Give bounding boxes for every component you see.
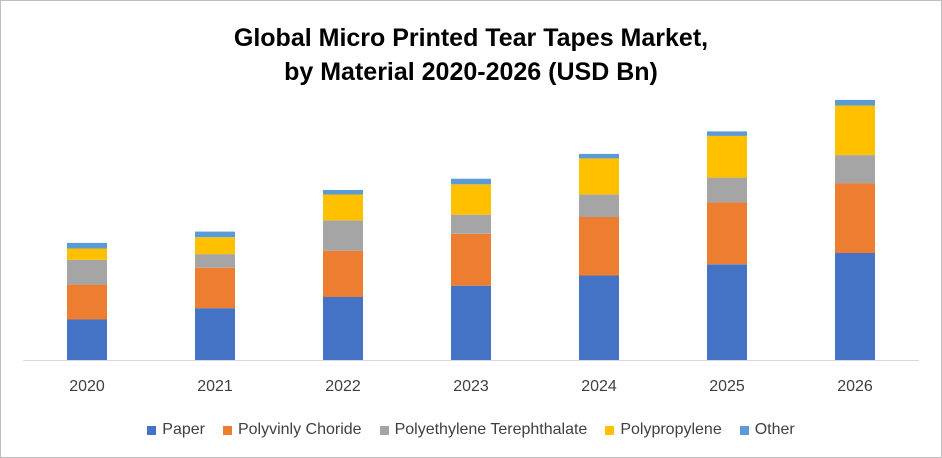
bar-segment-2023-paper (451, 285, 491, 360)
bar-segment-2023-polypropylene (451, 184, 491, 215)
bar-segment-2024-polypropylene (579, 158, 619, 195)
legend-swatch (379, 425, 389, 435)
bar-segment-2025-other (707, 131, 747, 136)
bar-segment-2022-polypropylene (323, 194, 363, 221)
bar-segment-2026-polypropylene (835, 105, 875, 155)
bar-segment-2020-other (67, 242, 107, 249)
legend-label: Polyethylene Terephthalate (394, 421, 588, 438)
bar-segment-2025-polypropylene (707, 135, 747, 178)
bar-segment-2022-polyethylene-terephthalate (323, 220, 363, 251)
legend-swatch (147, 425, 157, 435)
bar-segment-2020-polyvinly-choride (67, 284, 107, 320)
bar-segment-2024-polyvinly-choride (579, 217, 619, 276)
chart-title-line-2: by Material 2020-2026 (USD Bn) (284, 58, 658, 86)
bar-segment-2023-polyethylene-terephthalate (451, 214, 491, 234)
x-tick-label-2020: 2020 (69, 378, 105, 395)
bar-segment-2022-polyvinly-choride (323, 250, 363, 297)
bar-segment-2020-polypropylene (67, 248, 107, 260)
legend-item-polyvinly-choride: Polyvinly Choride (222, 421, 362, 439)
bar-segment-2021-polyvinly-choride (195, 267, 235, 309)
x-tick-label-2025: 2025 (709, 378, 745, 395)
bar-segment-2023-other (451, 178, 491, 185)
x-tick-label-2021: 2021 (197, 378, 233, 395)
bar-segment-2026-polyvinly-choride (835, 183, 875, 253)
legend-label: Polypropylene (620, 421, 722, 438)
chart-title-line-1: Global Micro Printed Tear Tapes Market, (233, 24, 709, 52)
bar-segment-2022-other (323, 190, 363, 195)
bar-segment-2021-polypropylene (195, 237, 235, 255)
bar-segment-2026-paper (835, 253, 875, 360)
bar-segment-2022-paper (323, 296, 363, 360)
legend-label: Other (754, 421, 795, 438)
bar-segment-2020-polyethylene-terephthalate (67, 259, 107, 285)
chart-legend: Paper Polyvinly Choride Polyethylene Terep… (1, 421, 941, 439)
bar-segment-2026-polyethylene-terephthalate (835, 155, 875, 184)
bar-segment-2021-polyethylene-terephthalate (195, 254, 235, 268)
x-tick-label-2022: 2022 (325, 378, 361, 395)
bar-segment-2021-other (195, 231, 235, 238)
legend-item-other: Other (739, 421, 795, 439)
legend-item-polypropylene: Polypropylene (605, 421, 722, 439)
x-tick-label-2024: 2024 (581, 378, 617, 395)
legend-swatch (605, 425, 615, 435)
legend-item-polyethylene-terephthalate: Polyethylene Terephthalate (379, 421, 588, 439)
chart-title: Global Micro Printed Tear Tapes Market, … (1, 21, 941, 89)
legend-label: Polyvinly Choride (237, 421, 362, 438)
bar-segment-2025-polyethylene-terephthalate (707, 177, 747, 203)
legend-swatch (222, 425, 232, 435)
bar-segment-2025-paper (707, 264, 747, 360)
bar-segment-2026-other (835, 99, 875, 106)
bar-segment-2025-polyvinly-choride (707, 202, 747, 265)
bar-segment-2023-polyvinly-choride (451, 233, 491, 286)
bar-segment-2024-other (579, 153, 619, 159)
legend-swatch (739, 425, 749, 435)
x-tick-label-2026: 2026 (837, 378, 873, 395)
bar-segment-2021-paper (195, 308, 235, 360)
x-tick-label-2023: 2023 (453, 378, 489, 395)
bar-segment-2024-polyethylene-terephthalate (579, 194, 619, 217)
legend-label: Paper (162, 421, 205, 438)
bar-segment-2024-paper (579, 275, 619, 360)
bar-segment-2020-paper (67, 319, 107, 360)
legend-item-paper: Paper (147, 421, 205, 439)
